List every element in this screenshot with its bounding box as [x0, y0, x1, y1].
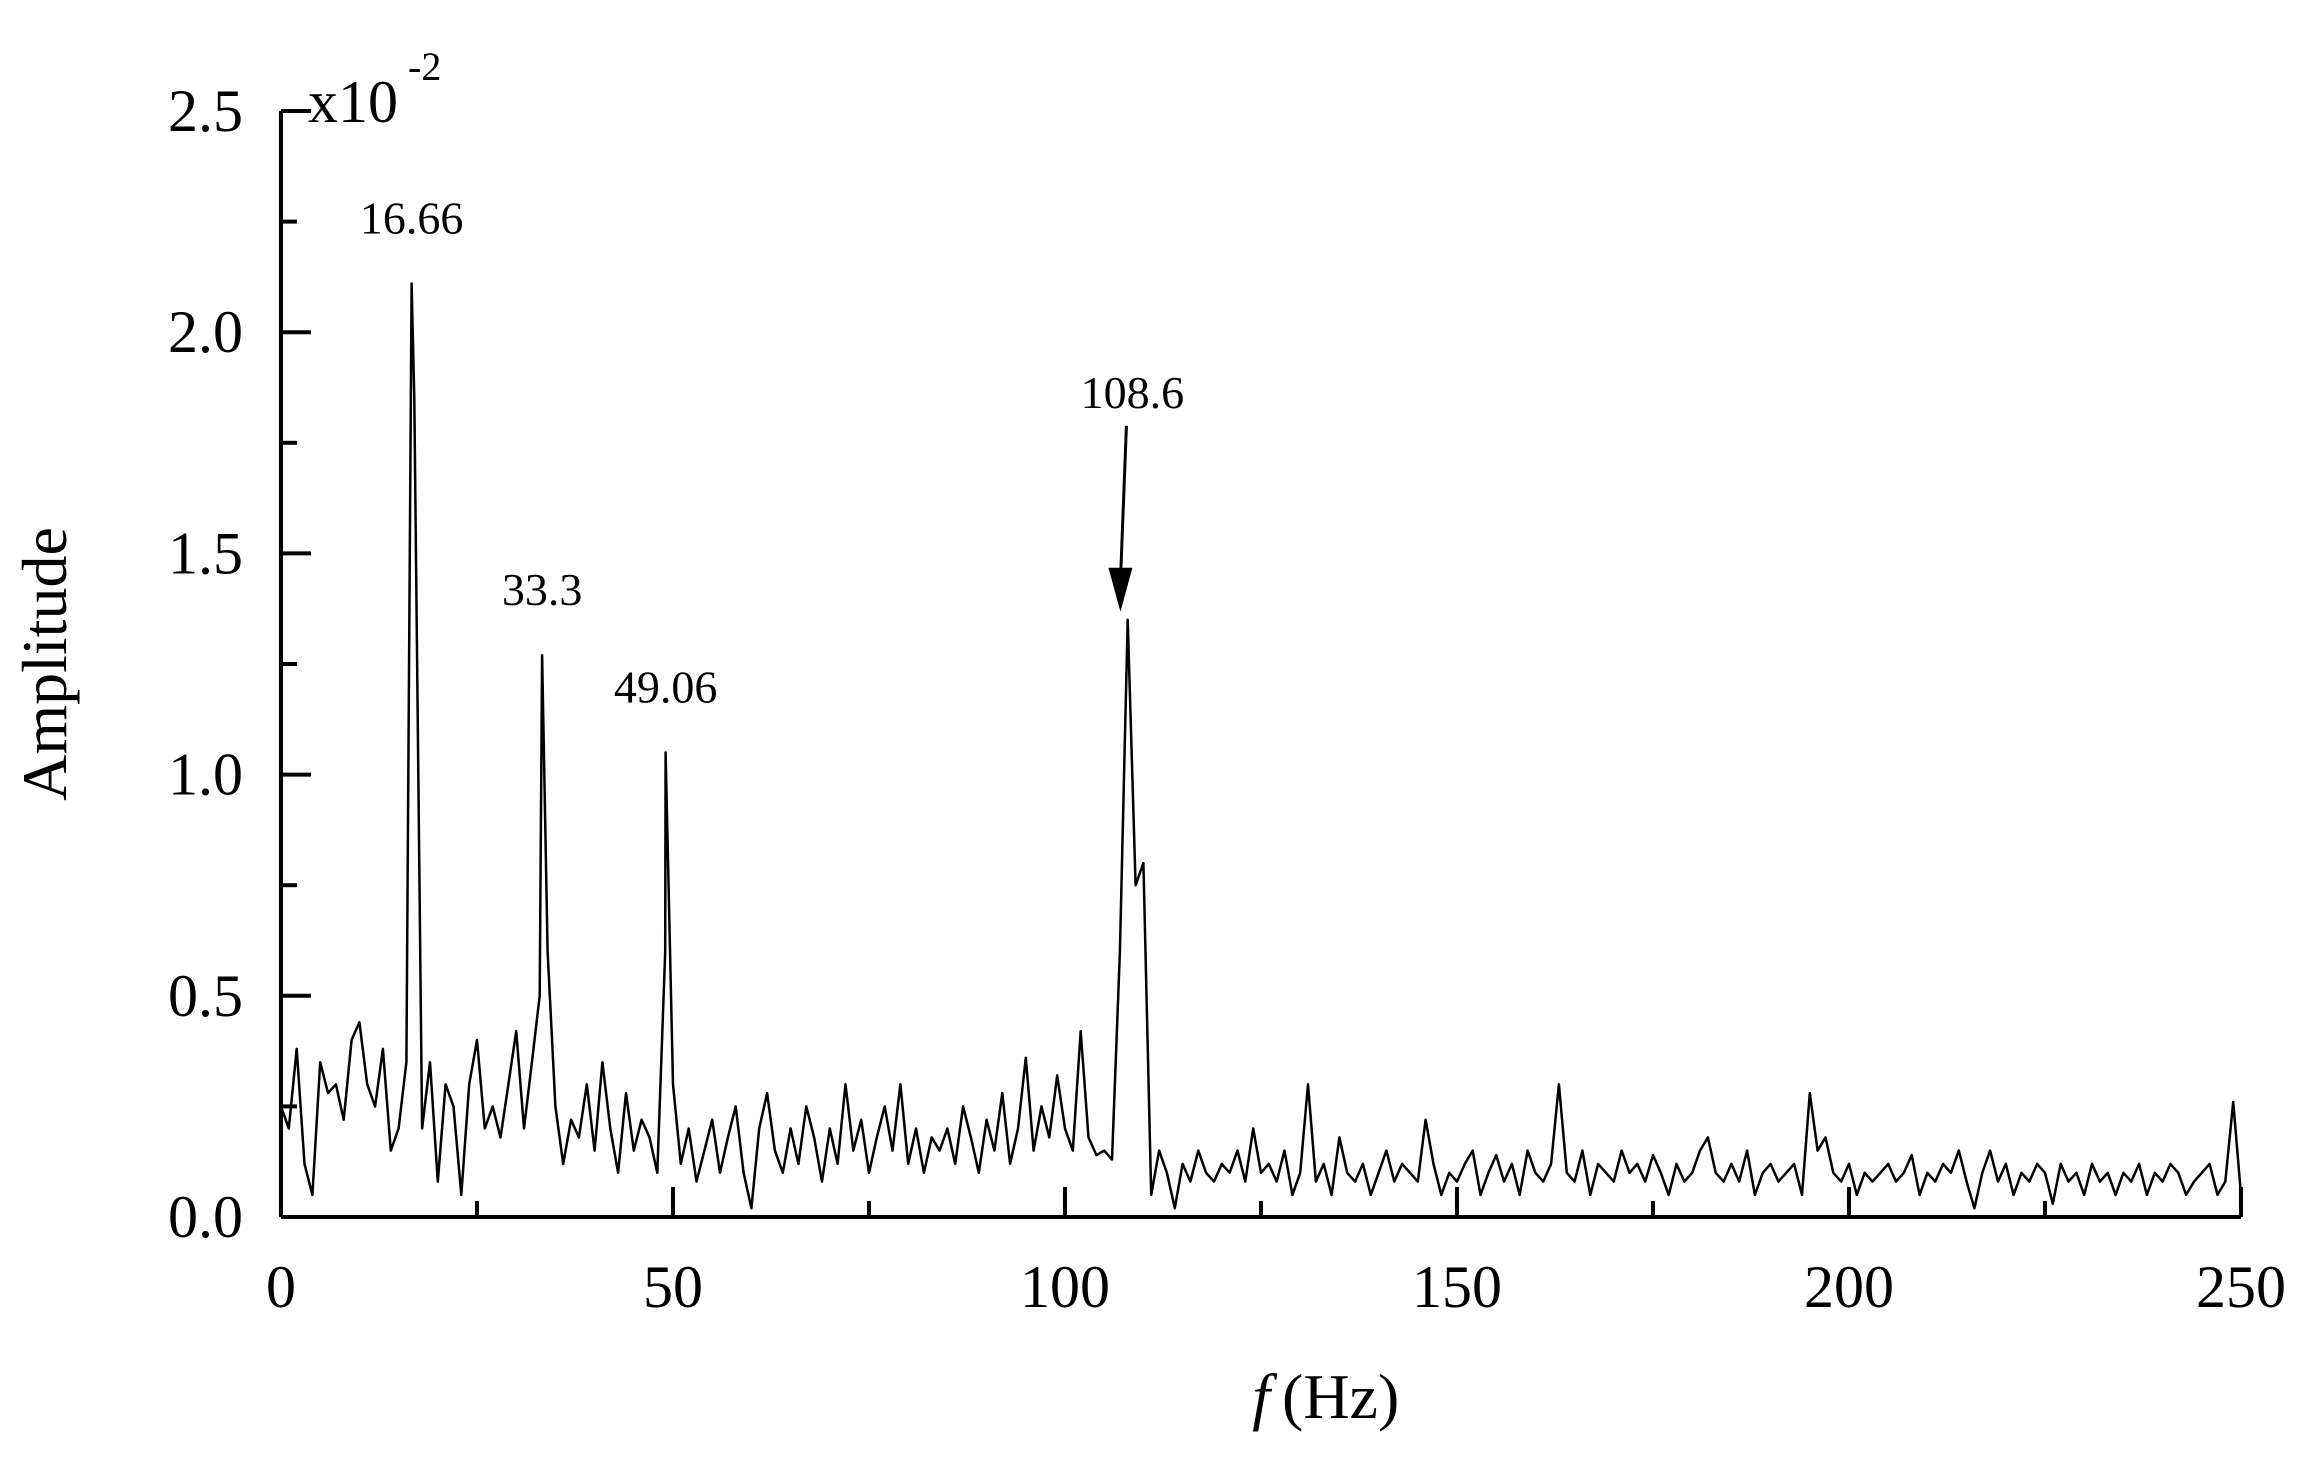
y-multiplier-exponent: -2 [408, 44, 441, 89]
spectrum-line [279, 282, 2243, 1210]
y-tick-label: 1.5 [168, 520, 243, 586]
y-tick-label: 1.0 [168, 742, 243, 808]
y-axis-title: Amplitude [9, 527, 80, 801]
x-axis-unit: (Hz) [1282, 1361, 1399, 1432]
y-tick-label: 0.0 [168, 1184, 243, 1250]
annotation-arrowhead [1108, 567, 1133, 612]
peak-label: 33.3 [502, 564, 583, 615]
x-tick-label: 100 [1020, 1254, 1110, 1320]
y-tick-label: 2.5 [168, 78, 243, 144]
y-tick-label: 0.5 [168, 963, 243, 1029]
peak-label: 108.6 [1081, 367, 1185, 418]
x-tick-label: 50 [643, 1254, 703, 1320]
x-axis-symbol: f [1252, 1361, 1278, 1432]
annotation-arrow [1118, 425, 1128, 582]
y-tick-label: 2.0 [168, 299, 243, 365]
x-tick-label: 200 [1804, 1254, 1894, 1320]
y-multiplier-base: x10 [308, 69, 398, 135]
peak-label: 49.06 [614, 661, 718, 712]
x-tick-label: 250 [2196, 1254, 2286, 1320]
x-tick-label: 0 [266, 1254, 296, 1320]
peak-label: 16.66 [360, 193, 464, 244]
x-tick-label: 150 [1412, 1254, 1502, 1320]
